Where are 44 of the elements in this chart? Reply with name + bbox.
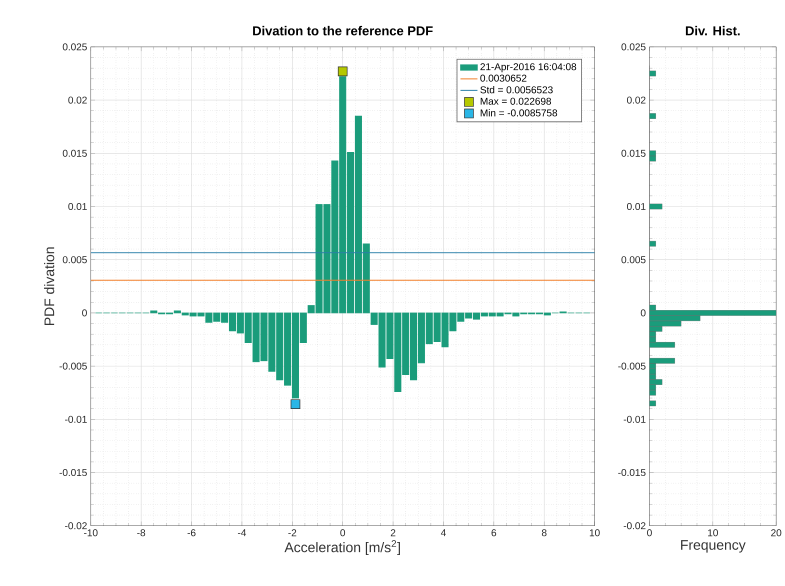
x-tick-label: 4 [440, 529, 446, 536]
x-tick-label: -10 [84, 529, 98, 536]
y-tick-label: 0.005 [621, 256, 646, 264]
y-tick-label: -0.01 [624, 416, 646, 424]
y-tick-label: -0.02 [65, 522, 87, 530]
x-tick-label: -2 [288, 529, 296, 536]
y-tick-label: -0.01 [65, 416, 87, 424]
y-tick-label: 0.01 [627, 203, 646, 210]
y-tick-label: 0 [640, 310, 646, 317]
y-tick-label: -0.02 [624, 522, 646, 530]
x-tick-label: -4 [238, 529, 246, 536]
y-tick-label: 0.025 [621, 44, 646, 51]
legend-label: 21-Apr-2016 16:04:08 [480, 63, 576, 72]
legend-label: Min = -0.0085758 [480, 109, 558, 117]
y-tick-label: 0 [82, 310, 87, 317]
y-tick-label: 0.005 [62, 256, 87, 264]
x-tick-label: -8 [137, 529, 146, 536]
x-tick-label: 6 [492, 529, 496, 536]
y-tick-label: 0.02 [627, 96, 646, 104]
y-tick-label: 0.015 [62, 150, 87, 157]
y-tick-label: 0.02 [68, 96, 87, 104]
chart-title: Div. Hist. [686, 26, 740, 36]
y-tick-label: 0.01 [68, 203, 87, 210]
chart-title: Divation to the reference PDF [253, 26, 433, 36]
x-tick-label: -6 [188, 529, 196, 536]
y-tick-label: -0.005 [60, 362, 87, 370]
y-axis-title: PDF divation [44, 248, 54, 326]
y-tick-label: -0.005 [618, 362, 646, 370]
y-tick-label: -0.015 [60, 469, 87, 476]
legend-label: Max = 0.022698 [480, 98, 552, 105]
x-tick-label: 8 [542, 529, 547, 536]
x-tick-label: 20 [771, 529, 782, 536]
x-tick-label: 10 [590, 529, 600, 536]
y-tick-label: -0.015 [618, 469, 646, 476]
legend-label: 0.0030652 [480, 74, 526, 82]
x-tick-label: 0 [340, 529, 346, 536]
y-tick-label: 0.015 [621, 150, 646, 157]
x-tick-label: 2 [390, 529, 396, 536]
x-tick-label: 0 [647, 529, 652, 536]
legend-label: Std = 0.0056523 [480, 86, 553, 94]
y-tick-label: 0.025 [62, 44, 87, 51]
x-axis-title: Frequency [681, 540, 746, 553]
x-axis-title: Acceleration [m/s$^{2}$] [284, 540, 400, 556]
x-tick-label: 10 [708, 529, 718, 536]
